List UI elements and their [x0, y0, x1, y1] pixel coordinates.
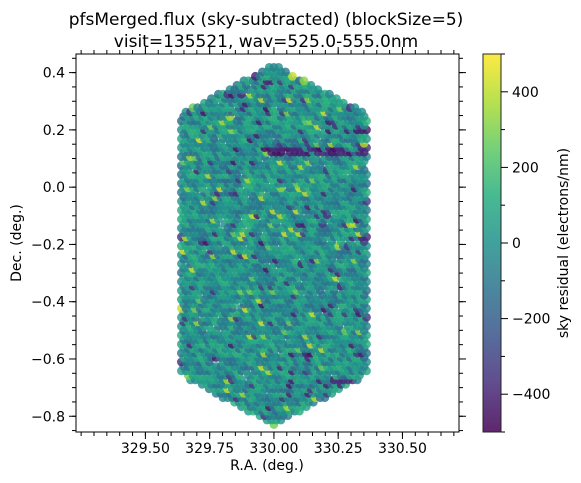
x-tick-label: 329.50 — [121, 441, 170, 457]
fibre-point — [325, 89, 334, 99]
chart-title-line1: pfsMerged.flux (sky-subtracted) (blockSi… — [69, 10, 464, 30]
fibre-point — [299, 76, 309, 86]
colorbar-ticks: 400 200 0 −200 −400 — [501, 53, 550, 433]
fibre-points — [177, 63, 371, 429]
y-tick-label: −0.8 — [31, 409, 65, 425]
y-axis-label: Dec. (deg.) — [9, 204, 25, 282]
y-tick-label: 0.4 — [43, 66, 65, 82]
fibre-point — [332, 94, 341, 103]
colorbar-tick-label: 0 — [512, 236, 521, 252]
colorbar-label: sky residual (electrons/nm) — [556, 148, 572, 338]
x-tick-label: 330.50 — [378, 441, 427, 457]
chart-title-line2: visit=135521, wav=525.0-555.0nm — [114, 32, 418, 52]
fibre-point — [350, 103, 360, 112]
y-tick-label: 0.2 — [43, 123, 65, 139]
x-axis-label: R.A. (deg.) — [230, 458, 304, 474]
fibre-point — [281, 67, 290, 77]
fibre-point — [288, 71, 297, 81]
y-tick-label: −0.6 — [31, 352, 65, 368]
fibre-point — [313, 85, 323, 95]
fibre-point — [338, 98, 348, 108]
colorbar-tick-label: −200 — [512, 312, 550, 328]
fibre-point — [274, 63, 283, 72]
y-tick-label: 0.0 — [43, 180, 65, 196]
y-tick-label: −0.2 — [31, 237, 65, 253]
axis-ticks: 329.50 329.75 330.00 330.25 330.50 0.4 0.2 0.0 −… — [31, 47, 466, 457]
x-tick-label: 330.00 — [249, 441, 298, 457]
colorbar-tick-label: 200 — [512, 160, 539, 176]
colorbar-tick-label: −400 — [512, 387, 550, 403]
y-tick-label: −0.4 — [31, 295, 65, 311]
fibre-point — [306, 80, 316, 90]
plot-frame — [75, 53, 460, 433]
colorbar-tick-label: 400 — [512, 85, 539, 101]
fibre-point — [357, 107, 367, 117]
x-tick-label: 330.25 — [314, 441, 363, 457]
colorbar — [482, 53, 502, 433]
x-tick-label: 329.75 — [185, 441, 234, 457]
